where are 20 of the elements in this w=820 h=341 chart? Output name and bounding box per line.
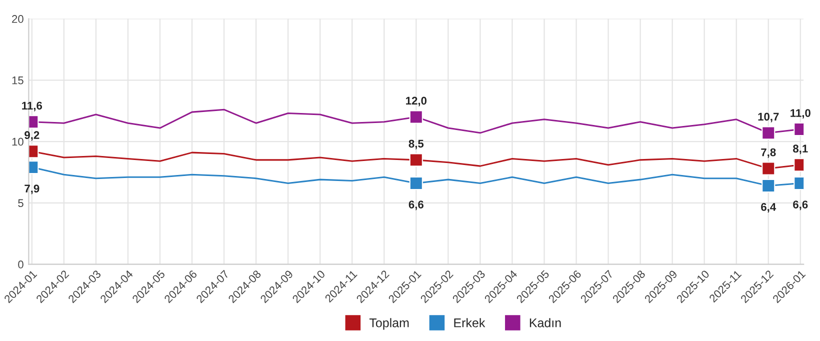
data-label: 7,8 [761, 148, 776, 158]
data-label: 11,0 [790, 109, 810, 119]
data-label: 10,7 [758, 112, 779, 122]
data-label: 6,4 [761, 203, 776, 213]
legend-label: Kadın [530, 318, 561, 328]
legend-label: Erkek [454, 318, 486, 328]
data-label: 8,5 [408, 140, 424, 150]
data-label: 11,6 [22, 102, 42, 112]
data-label: 7,9 [24, 184, 40, 194]
data-label: 8,1 [793, 144, 808, 154]
y-tick-label: 5 [18, 199, 24, 208]
legend-label: Toplam [369, 318, 409, 330]
y-tick-label: 0 [18, 260, 24, 268]
data-label: 12,0 [406, 96, 427, 106]
y-tick-label: 10 [12, 138, 24, 146]
y-tick-label: 20 [12, 15, 24, 23]
data-label: 6,6 [408, 200, 424, 210]
data-label: 9,2 [24, 131, 40, 141]
y-tick-label: 15 [12, 76, 24, 84]
data-label: 6,6 [793, 200, 808, 210]
